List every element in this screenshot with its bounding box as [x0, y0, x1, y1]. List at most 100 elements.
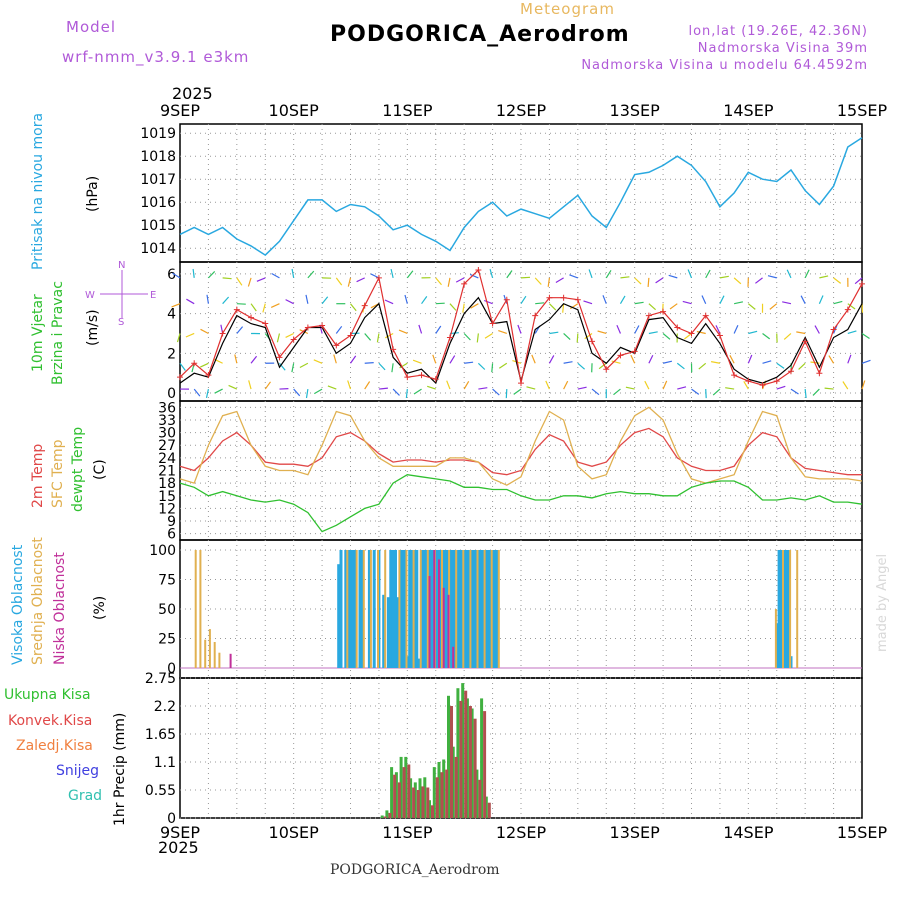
wind-arrow [616, 324, 622, 334]
total-precip-bar [447, 695, 450, 818]
wind-arrow [613, 388, 621, 396]
mid-cloud-bar [796, 550, 799, 668]
wind-arrow [786, 269, 792, 279]
model-altitude-label: Nadmorska Visina u modelu 64.4592m [581, 58, 868, 73]
wind-arrow [620, 276, 630, 279]
mid-cloud-bar [384, 550, 387, 668]
temp-2m-line [179, 427, 862, 476]
wind-arrow [350, 303, 357, 312]
wind-arrow [313, 359, 323, 364]
wind-gust-marker [532, 312, 539, 319]
wind-arrow [715, 325, 721, 334]
wind-gust-marker [390, 346, 397, 353]
wind-arrow [207, 270, 216, 279]
wind-arrow [193, 388, 201, 397]
wind-gust-marker [844, 306, 851, 313]
ytick-label-precip: 1.65 [145, 727, 176, 743]
wind-arrow [205, 388, 210, 399]
wind-arrow [498, 330, 507, 335]
wind-arrow [378, 362, 386, 371]
low-cloud-axis-label: Niska Oblacnost [52, 552, 68, 665]
wind-arrow [293, 388, 301, 397]
conv-precip-bar [402, 767, 406, 818]
ytick-label-temp: 24 [158, 451, 176, 467]
wind-gust-marker [546, 294, 553, 301]
high-cloud-bar [495, 550, 499, 668]
wind-arrow [492, 388, 500, 396]
dewpt-axis-label: dewpt Temp [70, 427, 86, 512]
wind-arrow [762, 333, 771, 340]
wind-gust-marker [461, 280, 468, 287]
wind-arrow [647, 277, 650, 287]
wind-arrow [698, 362, 707, 370]
top-xtick-label: 14SEP [723, 101, 774, 120]
ytick-label-precip: 0.55 [145, 783, 176, 799]
wind-arrow [804, 269, 810, 279]
mid-cloud-bar [218, 652, 221, 668]
wind-arrow [391, 363, 394, 373]
ytick-label-temp: 9 [167, 514, 176, 530]
wind-arrow [271, 272, 280, 279]
wind-arrow [484, 332, 493, 339]
wind-axis-label-2: Brzina i Pravac [50, 281, 66, 385]
wind-arrow [531, 354, 536, 364]
top-xtick-label: 15SEP [837, 101, 888, 120]
wind-arrow [498, 362, 508, 369]
meteogram-label: Meteogram [520, 0, 615, 18]
wind-arrow [250, 303, 257, 312]
wind-gust-marker [702, 312, 709, 319]
ytick-label-precip: 0 [167, 811, 176, 827]
ytick-label-pressure: 1015 [140, 218, 176, 234]
wind-arrow [547, 277, 551, 287]
wind-arrow [463, 333, 471, 341]
compass-north: N [118, 260, 125, 271]
low-cloud-bar [442, 587, 445, 668]
mid-cloud-bar [476, 550, 479, 668]
high-cloud-bar [403, 550, 407, 668]
total-precip-bar [390, 767, 394, 818]
wind-arrow [696, 330, 706, 335]
top-xtick-label: 11SEP [382, 101, 433, 120]
total-precip-bar [437, 762, 441, 818]
low-cloud-bar [452, 646, 455, 668]
wind-arrow [719, 295, 725, 304]
ytick-label-clouds: 0 [167, 661, 176, 677]
wind-arrow [526, 386, 536, 390]
wind-arrow [236, 303, 246, 305]
wind-arrow [462, 303, 465, 313]
wind-gust-marker [645, 312, 652, 319]
mid-cloud-bar [782, 550, 784, 668]
wind-arrow [548, 355, 555, 364]
wind-arrow [478, 387, 488, 390]
wind-arrow [364, 362, 374, 364]
wind-arrow [733, 325, 739, 334]
wind-arrow [398, 329, 408, 335]
pressure-axis-label: Pritisak na nivou mora [30, 113, 46, 270]
wind-gust-marker [304, 324, 311, 331]
wind-arrow [729, 355, 735, 364]
ytick-label-precip: 2.75 [145, 671, 176, 687]
high-cloud-bar [493, 550, 497, 668]
wind-arrow [435, 325, 442, 334]
wind-arrow [307, 270, 315, 279]
top-xtick-label: 12SEP [496, 101, 547, 120]
bottom-caption: PODGORICA_Aerodrom [330, 862, 500, 878]
wind-arrow [818, 295, 824, 304]
wind-gust-marker [177, 374, 183, 381]
wind-arrow [712, 388, 721, 396]
wind-arrow [399, 362, 408, 369]
wind-gust-marker [233, 306, 240, 313]
ytick-label-temp: 18 [158, 476, 176, 492]
wind-arrow [228, 384, 238, 390]
legend-conv-rain: Konvek.Kisa [8, 713, 92, 729]
wind-arrow [583, 300, 593, 305]
mid-cloud-bar [213, 642, 216, 668]
high-cloud-bar [417, 658, 421, 668]
lonlat-label: lon,lat (19.26E, 42.36N) [688, 24, 868, 39]
conv-precip-bar [388, 812, 392, 818]
wind-arrow [477, 362, 486, 370]
total-precip-bar [484, 796, 488, 818]
station-title: PODGORICA_Aerodrom [330, 22, 630, 47]
high-cloud-bar [787, 550, 791, 668]
